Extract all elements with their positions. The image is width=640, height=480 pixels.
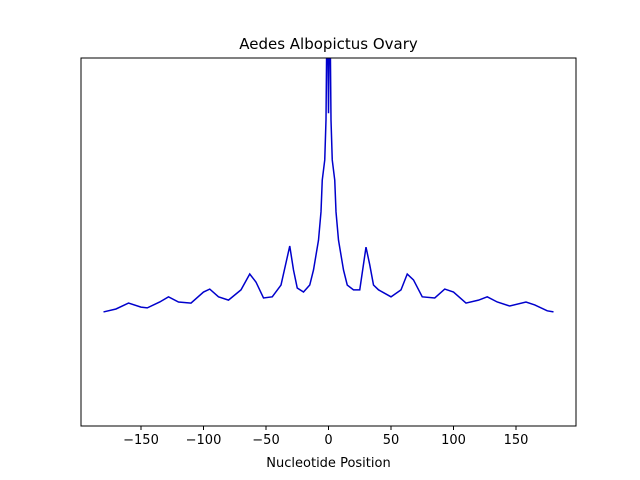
data-line [103,58,554,313]
chart-title: Aedes Albopictus Ovary [239,35,418,53]
x-tick-label: −50 [252,433,279,448]
x-tick-label: 100 [441,433,466,448]
x-tick-label: −100 [186,433,222,448]
x-tick-label: 150 [504,433,529,448]
x-tick-label: 0 [324,433,332,448]
x-axis-label: Nucleotide Position [266,456,390,471]
x-tick-label: 50 [383,433,400,448]
plot-area [103,58,554,313]
x-tick-label: −150 [123,433,159,448]
